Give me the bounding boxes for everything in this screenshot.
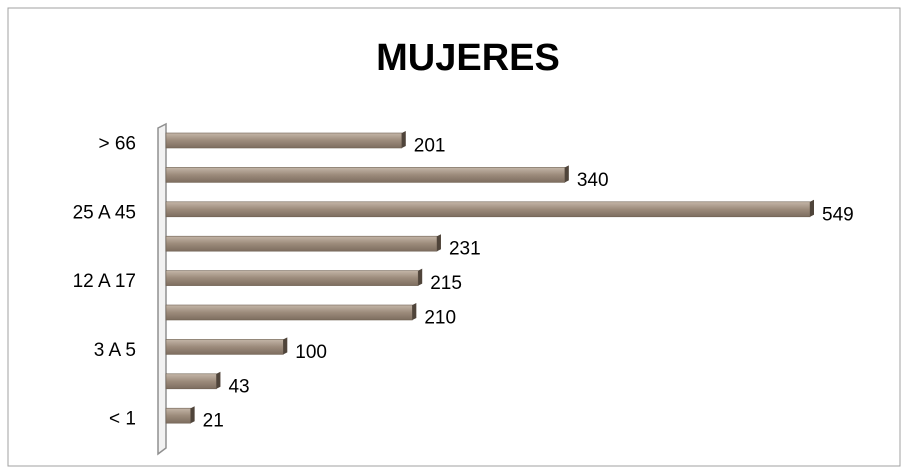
data-label: 201 — [414, 136, 446, 157]
bar — [165, 304, 413, 321]
bar — [165, 373, 217, 390]
bar — [165, 407, 191, 424]
data-label: 43 — [228, 376, 249, 397]
bar — [165, 235, 438, 252]
chart-frame — [7, 7, 901, 467]
data-label: 549 — [822, 204, 854, 225]
bar — [165, 201, 811, 218]
bar — [165, 270, 419, 286]
bar-end — [436, 234, 441, 252]
data-label: 215 — [430, 273, 462, 294]
data-label: 21 — [203, 411, 224, 432]
bar-end — [418, 268, 423, 286]
bar — [165, 339, 284, 355]
y-tick-label: 12 A 17 — [73, 271, 136, 292]
data-label: 340 — [577, 170, 609, 191]
y-tick-label: 25 A 45 — [73, 202, 136, 223]
data-label: 210 — [424, 308, 456, 329]
axis-wall — [157, 122, 167, 456]
data-label: 100 — [295, 342, 327, 363]
y-tick-label: > 66 — [98, 134, 136, 155]
bar — [165, 132, 403, 149]
bar-end — [401, 131, 406, 148]
bar — [165, 167, 566, 183]
bar-end — [412, 303, 417, 320]
data-label: 231 — [449, 239, 481, 260]
y-tick-label: < 1 — [109, 409, 136, 430]
bar-end — [810, 199, 814, 217]
chart-title: MUJERES — [376, 37, 560, 79]
bar-end — [190, 406, 195, 424]
bar-end — [216, 371, 221, 389]
y-tick-label: 3 A 5 — [94, 340, 136, 361]
bar-end — [564, 165, 569, 183]
bar-end — [283, 337, 288, 355]
